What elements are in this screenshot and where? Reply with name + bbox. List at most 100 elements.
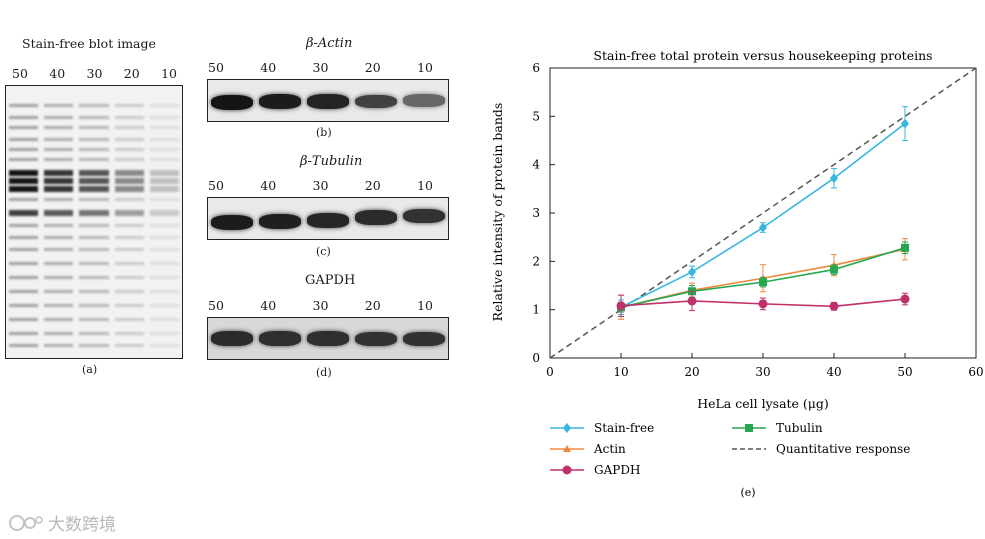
data-point bbox=[830, 173, 838, 184]
blot-band bbox=[9, 304, 39, 307]
y-tick-label: 5 bbox=[532, 109, 540, 123]
blot-band bbox=[114, 290, 144, 293]
chart-axes bbox=[549, 67, 977, 359]
blot-band bbox=[355, 94, 397, 109]
blot-band bbox=[355, 331, 397, 346]
x-tick-label: 10 bbox=[613, 365, 628, 379]
plot-frame bbox=[549, 67, 977, 359]
blot-band bbox=[149, 148, 179, 151]
blot-band bbox=[44, 290, 74, 293]
blot-band bbox=[149, 304, 179, 307]
panel-c-title: β-Tubulin bbox=[300, 154, 363, 169]
blot-band bbox=[9, 344, 39, 347]
data-point bbox=[759, 222, 767, 233]
blot-band bbox=[44, 262, 74, 265]
watermark-logo-icon bbox=[9, 514, 43, 531]
blot-band bbox=[9, 236, 39, 239]
blot-band bbox=[79, 138, 109, 141]
blot-band bbox=[114, 158, 144, 161]
panel-b-caption: (b) bbox=[316, 126, 332, 139]
blot-band bbox=[114, 138, 144, 141]
blot-band bbox=[79, 158, 109, 161]
legend-label: Quantitative response bbox=[776, 442, 910, 456]
blot-band bbox=[79, 178, 109, 184]
blot-band bbox=[149, 262, 179, 265]
data-point bbox=[562, 465, 572, 475]
y-tick-label: 0 bbox=[532, 351, 540, 365]
blot-band bbox=[79, 148, 109, 151]
lane-label: 50 bbox=[208, 298, 224, 313]
blot-band bbox=[79, 186, 109, 192]
lane-label: 20 bbox=[123, 66, 140, 81]
actin-blot-image bbox=[207, 79, 449, 122]
blot-band bbox=[149, 178, 179, 184]
blot-band bbox=[79, 236, 109, 239]
legend-label: Stain-free bbox=[594, 421, 654, 435]
data-point bbox=[745, 424, 753, 432]
lane-label: 20 bbox=[364, 60, 381, 75]
panel-e-caption: (e) bbox=[740, 486, 755, 499]
panel-a-lane-labels: 50 40 30 20 10 bbox=[12, 66, 177, 81]
data-point bbox=[563, 445, 571, 452]
lane-label: 50 bbox=[208, 60, 224, 75]
blot-band bbox=[149, 198, 179, 201]
blot-band bbox=[114, 344, 144, 347]
line-chart: Stain-free total protein versus housekee… bbox=[490, 48, 984, 499]
panel-b-lane-labels: 50 40 30 20 10 bbox=[208, 60, 433, 75]
blot-band bbox=[259, 94, 301, 109]
blot-band bbox=[114, 248, 144, 251]
blot-band bbox=[114, 304, 144, 307]
blot-band bbox=[44, 304, 74, 307]
blot-band bbox=[149, 210, 179, 216]
panel-a-caption: (a) bbox=[82, 363, 98, 376]
blot-band bbox=[79, 248, 109, 251]
blot-band bbox=[44, 138, 74, 141]
lane-label: 10 bbox=[417, 298, 433, 313]
blot-band bbox=[9, 116, 39, 119]
blot-band bbox=[149, 158, 179, 161]
chart-series bbox=[616, 106, 910, 320]
chart-title: Stain-free total protein versus housekee… bbox=[593, 48, 932, 63]
lane-label: 30 bbox=[312, 298, 329, 313]
blot-band bbox=[114, 178, 144, 184]
blot-band bbox=[44, 236, 74, 239]
blot-band bbox=[79, 290, 109, 293]
chart-legend: Stain-free Actin GAPDH Tubulin Quantitative … bbox=[550, 421, 910, 477]
blot-band bbox=[9, 210, 39, 216]
blot-band bbox=[211, 331, 253, 346]
watermark: 大数跨境 bbox=[8, 510, 116, 535]
data-point bbox=[563, 423, 571, 433]
legend-item: Actin bbox=[550, 442, 626, 456]
blot-band bbox=[44, 116, 74, 119]
blot-band bbox=[403, 331, 445, 346]
lane-label: 30 bbox=[312, 178, 329, 193]
blot-band bbox=[44, 126, 74, 129]
blot-band bbox=[9, 148, 39, 151]
blot-band bbox=[149, 318, 179, 321]
blot-band bbox=[149, 248, 179, 251]
panel-c-lane-labels: 50 40 30 20 10 bbox=[208, 178, 433, 193]
x-tick-label: 50 bbox=[897, 365, 912, 379]
blot-band bbox=[44, 276, 74, 279]
data-point bbox=[829, 301, 839, 311]
blot-band bbox=[9, 198, 39, 201]
blot-band bbox=[9, 318, 39, 321]
blot-band bbox=[44, 170, 74, 176]
lane-label: 40 bbox=[260, 178, 277, 193]
blot-band bbox=[79, 304, 109, 307]
blot-band bbox=[149, 126, 179, 129]
data-point bbox=[616, 301, 626, 311]
blot-band bbox=[79, 224, 109, 227]
blot-band bbox=[259, 331, 301, 346]
data-point bbox=[687, 296, 697, 306]
blot-band bbox=[211, 95, 253, 110]
chart-ticks: 0 10 20 30 40 50 60 0 1 2 3 4 5 6 bbox=[532, 61, 983, 379]
blot-band bbox=[114, 104, 144, 107]
lane-label: 50 bbox=[12, 66, 28, 81]
blot-band bbox=[403, 94, 445, 107]
blot-band bbox=[259, 214, 301, 229]
blot-band bbox=[79, 170, 109, 176]
tubulin-blot-image bbox=[207, 197, 449, 240]
blot-band bbox=[79, 210, 109, 216]
blot-band bbox=[307, 213, 349, 228]
